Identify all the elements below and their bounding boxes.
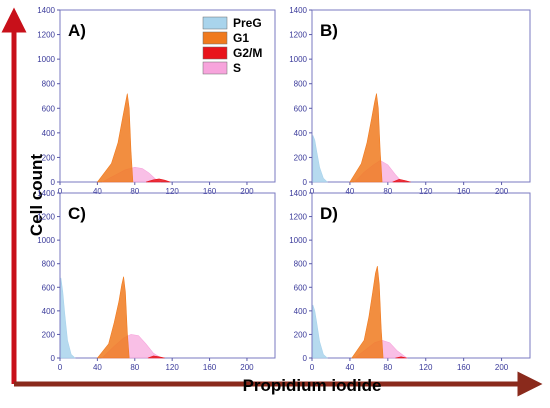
y-tick-label: 800: [294, 80, 308, 89]
x-tick-label: 40: [345, 187, 354, 196]
y-tick-label: 1400: [289, 189, 307, 198]
x-tick-label: 40: [93, 187, 102, 196]
y-tick-label: 800: [294, 260, 308, 269]
series-area-preg: [312, 135, 328, 183]
y-tick-label: 400: [42, 129, 56, 138]
y-tick-label: 0: [51, 354, 56, 363]
plot-frame: [311, 9, 531, 183]
x-tick-label: 80: [130, 187, 139, 196]
x-tick-label: 40: [345, 363, 354, 372]
y-tick-label: 0: [303, 178, 308, 187]
y-tick-label: 1400: [37, 6, 55, 15]
y-tick-label: 600: [42, 283, 56, 292]
x-tick-label: 160: [203, 363, 217, 372]
x-tick-label: 120: [165, 363, 179, 372]
y-tick-label: 0: [303, 354, 308, 363]
x-tick-label: 160: [457, 363, 471, 372]
x-axis-title: Propidium iodide: [243, 376, 382, 395]
series-area-preg: [60, 277, 76, 359]
series-area-g1: [351, 266, 384, 359]
x-tick-label: 120: [419, 187, 433, 196]
legend-label: G2/M: [233, 46, 262, 60]
legend-swatch: [202, 16, 228, 30]
y-tick-label: 0: [51, 178, 56, 187]
x-tick-label: 0: [310, 187, 315, 196]
panel-label: C): [68, 204, 86, 223]
y-tick-label: 1200: [289, 213, 307, 222]
y-tick-label: 1400: [289, 6, 307, 15]
series-area-g2-m: [392, 178, 411, 183]
series-area-g1: [96, 276, 130, 359]
x-tick-label: 200: [495, 187, 509, 196]
series-area-g2-m: [145, 178, 171, 183]
y-tick-label: 1400: [37, 189, 55, 198]
x-tick-label: 0: [310, 363, 315, 372]
legend-label: G1: [233, 31, 249, 45]
y-tick-label: 600: [42, 104, 56, 113]
y-tick-label: 200: [42, 330, 56, 339]
panel-label: B): [320, 21, 338, 40]
x-tick-label: 80: [130, 363, 139, 372]
x-tick-label: 160: [457, 187, 471, 196]
y-tick-label: 1200: [37, 31, 55, 40]
x-tick-label: 80: [383, 187, 392, 196]
y-tick-label: 400: [42, 307, 56, 316]
legend-swatch: [202, 31, 228, 45]
plot-frame: [311, 192, 531, 359]
series-area-preg: [312, 304, 328, 359]
y-tick-label: 400: [294, 307, 308, 316]
legend-label: S: [233, 61, 241, 75]
y-tick-label: 1000: [37, 55, 55, 64]
y-tick-label: 200: [294, 153, 308, 162]
plot-frame: [59, 192, 276, 359]
legend-label: PreG: [233, 16, 262, 30]
y-tick-label: 400: [294, 129, 308, 138]
x-tick-label: 80: [383, 363, 392, 372]
y-tick-label: 1000: [289, 236, 307, 245]
x-tick-label: 200: [240, 363, 254, 372]
series-area-g2-m: [147, 355, 165, 359]
x-tick-label: 120: [165, 187, 179, 196]
legend-swatch: [202, 46, 228, 60]
y-tick-label: 200: [294, 330, 308, 339]
x-tick-label: 40: [93, 363, 102, 372]
y-tick-label: 1200: [289, 31, 307, 40]
x-tick-label: 200: [240, 187, 254, 196]
y-tick-label: 1000: [37, 236, 55, 245]
y-tick-label: 600: [294, 104, 308, 113]
y-tick-label: 1200: [37, 213, 55, 222]
legend-swatch: [202, 61, 228, 75]
x-tick-label: 200: [495, 363, 509, 372]
x-tick-label: 160: [203, 187, 217, 196]
y-tick-label: 1000: [289, 55, 307, 64]
x-tick-label: 0: [58, 187, 63, 196]
series-area-g1: [96, 93, 134, 183]
series-area-g1: [349, 93, 383, 183]
y-tick-label: 200: [42, 153, 56, 162]
y-axis-title: Cell count: [27, 154, 46, 237]
y-tick-label: 600: [294, 283, 308, 292]
panel-label: D): [320, 204, 338, 223]
panel-label: A): [68, 21, 86, 40]
x-tick-label: 0: [58, 363, 63, 372]
y-tick-label: 800: [42, 80, 56, 89]
x-tick-label: 120: [419, 363, 433, 372]
series-area-g2-m: [395, 356, 407, 359]
y-tick-label: 800: [42, 260, 56, 269]
